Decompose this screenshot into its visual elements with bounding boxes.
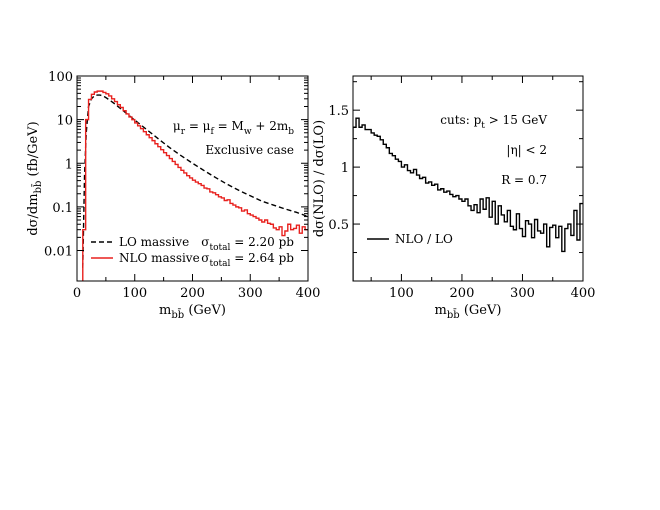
x-axis-title-sub: bb̄ <box>171 309 184 321</box>
legend-label: NLO / LO <box>395 232 453 246</box>
y-tick-label: 0.1 <box>52 201 73 216</box>
legend-sigma-part: total <box>210 243 231 253</box>
x-tick-label: 0 <box>73 286 81 301</box>
x-tick-label: 100 <box>389 286 414 301</box>
legend-sigma-part: = 2.64 pb <box>230 251 294 265</box>
annotation-scale-part: r <box>181 127 186 137</box>
annotation-scale-part: f <box>210 127 214 137</box>
y-tick-label: 0.01 <box>44 245 73 260</box>
legend-sigma: σtotal = 2.64 pb <box>201 251 294 269</box>
annotation-cuts: cuts: pt > 15 GeV <box>440 113 547 131</box>
legend-sigma: σtotal = 2.20 pb <box>201 235 294 253</box>
y-axis-title-pre: dσ/dm <box>26 193 41 235</box>
annotation-scale-part: + 2m <box>252 119 289 133</box>
legend-label: LO massive <box>119 235 189 249</box>
x-axis-title-sub: bb̄ <box>447 309 460 321</box>
y-tick-label: 0.5 <box>328 218 349 233</box>
annotation-eta: |η| < 2 <box>506 143 547 157</box>
x-tick-label: 300 <box>238 286 263 301</box>
right-axis-ticks <box>353 76 584 281</box>
y-axis-title: dσ(NLO) / dσ(LO) <box>312 120 327 237</box>
x-axis-title-unit: (GeV) <box>460 303 502 318</box>
annotation-exclusive: Exclusive case <box>205 143 294 157</box>
y-axis-title-sub: bb̄ <box>32 181 44 194</box>
y-tick-label: 10 <box>56 114 73 129</box>
annotation-scale-part: b <box>288 127 294 137</box>
y-tick-label: 1.5 <box>328 104 349 119</box>
annotation-eta-part: |η| < 2 <box>506 143 547 157</box>
annotation-exclusive-part: Exclusive case <box>205 143 294 157</box>
y-axis-title: dσ/dmbb̄ (fb/GeV) <box>26 121 44 235</box>
right-legend: NLO / LO <box>367 232 453 246</box>
y-tick-label: 1 <box>65 157 73 172</box>
right-annotations: cuts: pt > 15 GeV |η| < 2 R = 0.7 <box>440 113 547 187</box>
annotation-scale-part: = M <box>214 119 244 133</box>
x-tick-label: 400 <box>571 286 596 301</box>
x-axis-title-main: m <box>159 303 171 318</box>
right-plot-area <box>353 117 583 281</box>
x-axis-title: mbb̄ (GeV) <box>159 303 226 321</box>
annotation-scale: μr = μf = Mw + 2mb <box>173 119 294 137</box>
x-tick-label: 200 <box>180 286 205 301</box>
series-nlo-lo <box>353 117 583 281</box>
x-axis-title-main: m <box>435 303 447 318</box>
y-axis-title-post: (fb/GeV) <box>26 121 41 180</box>
x-tick-label: 300 <box>510 286 535 301</box>
y-tick-label: 1 <box>341 161 349 176</box>
panel-ratio: 100 200 300 400 0.5 1 1.5 mbb̄ (GeV) dσ(NLO) / d… <box>312 75 595 321</box>
annotation-radius: R = 0.7 <box>501 173 547 187</box>
annotation-scale-part: w <box>244 127 252 137</box>
annotation-cuts-part: > 15 GeV <box>485 113 547 127</box>
x-axis-title-unit: (GeV) <box>184 303 226 318</box>
left-axis-ticks <box>76 75 309 281</box>
series-nlo-massive <box>82 90 308 281</box>
annotation-scale-part: = μ <box>185 119 211 133</box>
x-tick-label: 400 <box>296 286 321 301</box>
legend-label: NLO massive <box>119 251 200 265</box>
legend-sigma-part: σ <box>201 251 209 265</box>
legend-sigma-part: total <box>210 259 231 269</box>
annotation-cuts-part: cuts: p <box>440 113 481 127</box>
legend-sigma-part: = 2.20 pb <box>230 235 294 249</box>
left-annotations: μr = μf = Mw + 2mb Exclusive case <box>173 119 294 157</box>
x-axis-title: mbb̄ (GeV) <box>435 303 502 321</box>
right-axis-labels: 100 200 300 400 0.5 1 1.5 mbb̄ (GeV) dσ(NLO) / d… <box>312 104 595 321</box>
annotation-scale-part: μ <box>173 119 181 133</box>
series-lo-massive <box>82 94 308 268</box>
x-tick-label: 200 <box>450 286 475 301</box>
y-tick-label: 100 <box>48 70 73 85</box>
legend-sigma-part: σ <box>201 235 209 249</box>
right-plot-frame <box>352 75 584 282</box>
left-plot-area <box>82 90 308 281</box>
annotation-radius-part: R = 0.7 <box>501 173 547 187</box>
x-tick-label: 100 <box>122 286 147 301</box>
annotation-cuts-part: t <box>481 121 485 131</box>
